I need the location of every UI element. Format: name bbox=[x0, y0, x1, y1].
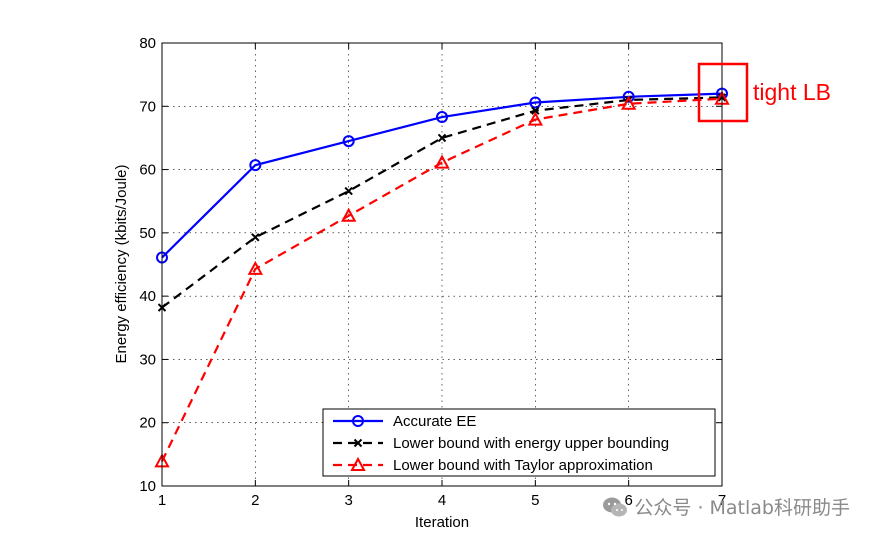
wechat-icon bbox=[603, 497, 628, 516]
y-tick-label: 80 bbox=[139, 35, 156, 52]
watermark: 公众号 · Matlab科研助手 bbox=[602, 493, 850, 520]
data-point-marker bbox=[344, 186, 353, 196]
legend-marker bbox=[353, 438, 363, 448]
x-tick-label: 1 bbox=[158, 492, 166, 509]
y-tick-label: 40 bbox=[139, 288, 156, 305]
x-tick-label: 7 bbox=[718, 492, 726, 509]
data-point-marker bbox=[527, 111, 544, 126]
data-point-marker bbox=[620, 95, 637, 110]
legend-box bbox=[322, 408, 716, 477]
legend: Accurate EE Lower bound with energy upper… bbox=[322, 408, 716, 477]
data-point-marker bbox=[434, 154, 450, 169]
legend-label: Lower bound with energy upper bounding bbox=[393, 435, 669, 452]
legend-label: Lower bound with Taylor approximation bbox=[393, 457, 653, 474]
tick-layer: 1 2 3 4 5 6 7 10 20 30 40 50 60 70 80 bbox=[139, 35, 726, 509]
x-tick-label: 3 bbox=[344, 492, 352, 509]
legend-marker bbox=[350, 456, 366, 471]
data-point-marker bbox=[437, 133, 447, 143]
watermark-text: 公众号 · Matlab科研助手 bbox=[634, 497, 850, 519]
data-point-marker bbox=[622, 90, 635, 103]
data-point-marker bbox=[251, 233, 260, 242]
tight-lb-highlight-box bbox=[697, 62, 749, 123]
y-axis-label: Energy efficiency (kbits/Joule) bbox=[113, 165, 130, 364]
y-tick-label: 50 bbox=[139, 225, 156, 242]
legend-marker bbox=[352, 415, 364, 427]
x-tick-label: 2 bbox=[251, 492, 259, 509]
y-tick-label: 10 bbox=[139, 478, 156, 495]
y-tick-label: 70 bbox=[139, 98, 156, 115]
data-point-marker bbox=[342, 135, 355, 148]
data-point-marker bbox=[529, 96, 542, 109]
series-line bbox=[161, 97, 723, 462]
y-tick-label: 30 bbox=[139, 351, 156, 368]
y-tick-label: 60 bbox=[139, 162, 156, 179]
data-point-marker bbox=[247, 260, 264, 275]
data-point-marker bbox=[249, 159, 262, 172]
tight-lb-annotation: tight LB bbox=[753, 79, 831, 105]
x-axis-label: Iteration bbox=[415, 514, 469, 531]
legend-label: Accurate EE bbox=[393, 413, 476, 430]
data-point-marker bbox=[531, 106, 540, 115]
data-point-marker bbox=[340, 207, 357, 222]
y-tick-label: 20 bbox=[139, 415, 156, 432]
data-point-marker bbox=[436, 111, 448, 124]
x-tick-label: 4 bbox=[438, 492, 446, 509]
x-tick-label: 6 bbox=[624, 492, 632, 509]
series-line bbox=[161, 96, 723, 309]
x-tick-label: 5 bbox=[531, 492, 539, 509]
